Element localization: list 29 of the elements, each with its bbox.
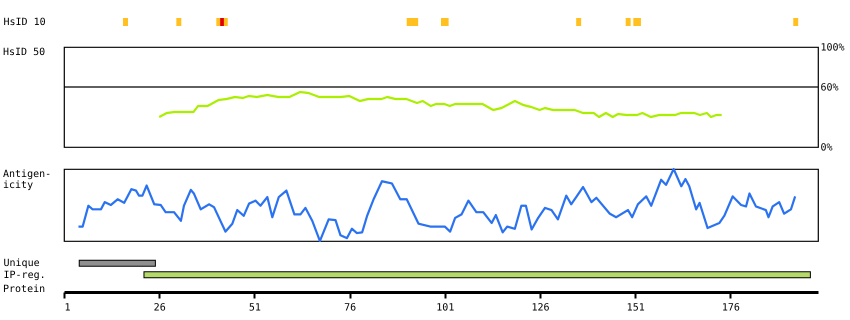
x-tick-label: 1 bbox=[64, 302, 71, 314]
bar bbox=[633, 18, 641, 26]
bar bbox=[406, 18, 418, 26]
x-tick-label: 101 bbox=[436, 302, 454, 314]
y-tick-label: 0% bbox=[820, 142, 833, 154]
y-tick-label: Unique bbox=[4, 258, 40, 270]
y-tick-label: 100% bbox=[820, 42, 845, 54]
x-axis-title: Protein bbox=[3, 284, 46, 295]
x-tick-label: 26 bbox=[154, 302, 166, 314]
x-tick-label: 51 bbox=[248, 302, 261, 314]
bar bbox=[441, 18, 449, 26]
x-tick-label: 176 bbox=[722, 302, 740, 314]
bar bbox=[123, 18, 128, 26]
bar bbox=[224, 18, 228, 26]
y-tick-label: HsID 10 bbox=[4, 17, 46, 28]
bar bbox=[176, 18, 182, 26]
bar bbox=[793, 18, 798, 26]
y-axis-title: HsID 50 bbox=[3, 47, 46, 58]
x-tick-label: 151 bbox=[626, 302, 645, 314]
y-axis-title: Antigen-icity bbox=[3, 169, 52, 191]
line-series bbox=[158, 90, 723, 118]
x-tick-label: 76 bbox=[344, 302, 356, 314]
bar bbox=[220, 18, 224, 26]
bar bbox=[216, 18, 220, 26]
bar bbox=[626, 18, 631, 26]
x-tick-label: 126 bbox=[531, 302, 550, 314]
bar bbox=[576, 18, 582, 26]
y-tick-label: 60% bbox=[820, 82, 839, 94]
y-tick-label: IP-reg. bbox=[4, 270, 46, 281]
